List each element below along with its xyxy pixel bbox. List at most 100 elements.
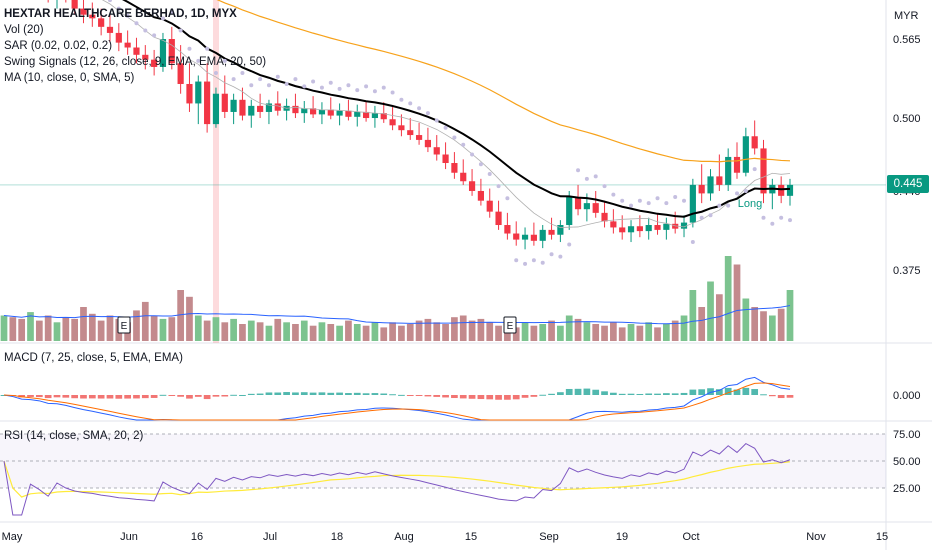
indicator-vol[interactable]: Vol (20) [4, 24, 44, 36]
macd-histogram-bar [292, 392, 299, 395]
macd-histogram-bar [707, 388, 714, 395]
indicator-ma[interactable]: MA (10, close, 0, SMA, 5) [4, 72, 135, 84]
volume-bar [106, 315, 114, 341]
sar-dot [461, 142, 466, 147]
macd-histogram-bar [733, 389, 741, 395]
macd-histogram-bar [80, 395, 87, 399]
indicator-swing[interactable]: Swing Signals (12, 26, close, 9, EMA, EM… [4, 56, 267, 68]
price-tick-label: 0.375 [893, 265, 921, 277]
candle-body [336, 110, 343, 116]
volume-bar [565, 315, 573, 341]
macd-histogram-bar [715, 389, 723, 395]
candle-body [398, 125, 405, 131]
macd-histogram-bar [565, 388, 573, 395]
volume-bar [557, 325, 564, 341]
volume-bar [512, 327, 520, 341]
macd-histogram-bar [601, 391, 608, 395]
sar-dot [726, 203, 731, 208]
macd-histogram-bar [468, 395, 476, 399]
macd-legend[interactable]: MACD (7, 25, close, 5, EMA, EMA) [4, 352, 183, 364]
sar-dot [381, 85, 386, 90]
sar-dot [408, 101, 413, 106]
sar-dot [690, 240, 695, 245]
macd-histogram-bar [477, 395, 485, 400]
candle-body [663, 223, 670, 230]
macd-histogram-bar [97, 395, 105, 399]
candle-body [513, 233, 520, 240]
time-tick-label: Jul [263, 531, 277, 543]
sar-dot [620, 198, 625, 203]
sar-dot [178, 28, 183, 33]
time-tick-label: Jun [120, 531, 138, 543]
candle-body [601, 212, 608, 222]
volume-bar [309, 325, 317, 341]
sar-dot [196, 58, 201, 63]
volume-bar [380, 327, 388, 341]
volume-bar [203, 320, 211, 341]
candle-body [751, 136, 758, 149]
candle-body [71, 0, 78, 9]
volume-bar [27, 312, 34, 341]
sar-dot [443, 125, 448, 130]
volume-bar [177, 290, 184, 341]
candle-body [574, 197, 582, 210]
volume-bar [742, 298, 750, 341]
macd-histogram-bar [760, 394, 767, 396]
candle-body [230, 99, 237, 112]
volume-bar [336, 325, 343, 341]
volume-bar [530, 325, 538, 341]
sar-dot [549, 252, 554, 257]
volume-bar [292, 324, 299, 341]
volume-bar [627, 324, 635, 341]
candle-body [539, 229, 546, 241]
macd-histogram-bar [636, 393, 644, 395]
macd-histogram-bar [159, 394, 167, 396]
sar-dot [107, 0, 112, 3]
candle-body [583, 203, 590, 210]
volume-bar [751, 307, 759, 341]
volume-bar [256, 322, 264, 341]
macd-histogram-bar [327, 392, 335, 395]
macd-histogram-bar [627, 393, 635, 395]
macd-histogram-bar [256, 393, 264, 395]
candle-body [177, 63, 184, 84]
sar-dot [417, 106, 422, 111]
macd-histogram-bar [186, 395, 193, 399]
candle-body [619, 227, 626, 233]
macd-histogram-bar [698, 389, 706, 395]
candle-body [98, 18, 105, 27]
macd-histogram-bar [265, 392, 273, 395]
chart-title: HEXTAR HEALTHCARE BERHAD, 1D, MYX [4, 8, 237, 20]
sar-dot [240, 71, 245, 76]
macd-histogram-bar [203, 395, 211, 400]
indicator-sar[interactable]: SAR (0.02, 0.02, 0.2) [4, 40, 113, 52]
volume-bar [80, 307, 87, 341]
sar-dot [558, 254, 563, 259]
candle-body [654, 225, 661, 230]
candle-body [760, 148, 767, 194]
sar-dot [637, 198, 642, 203]
sar-dot [655, 196, 660, 201]
volume-bar [645, 322, 653, 341]
candle-body [778, 184, 785, 196]
macd-histogram-bar [362, 393, 370, 395]
candle-body [195, 81, 202, 104]
candle-body [707, 176, 714, 194]
macd-histogram-bar [194, 395, 202, 397]
candle-body [124, 42, 131, 48]
sar-dot [593, 174, 598, 179]
volume-bar [97, 320, 105, 341]
sar-dot [390, 90, 395, 95]
macd-histogram-bar [309, 392, 317, 395]
volume-bar [768, 315, 776, 341]
candle-body [292, 105, 299, 114]
macd-histogram-bar [212, 395, 220, 397]
sar-dot [487, 171, 492, 176]
rsi-legend[interactable]: RSI (14, close, SMA, 20, 2) [4, 430, 144, 442]
macd-histogram-bar [353, 392, 361, 395]
sar-dot [346, 83, 351, 88]
sar-dot [134, 21, 139, 26]
macd-histogram-bar [751, 389, 759, 395]
candle-body [274, 103, 281, 111]
